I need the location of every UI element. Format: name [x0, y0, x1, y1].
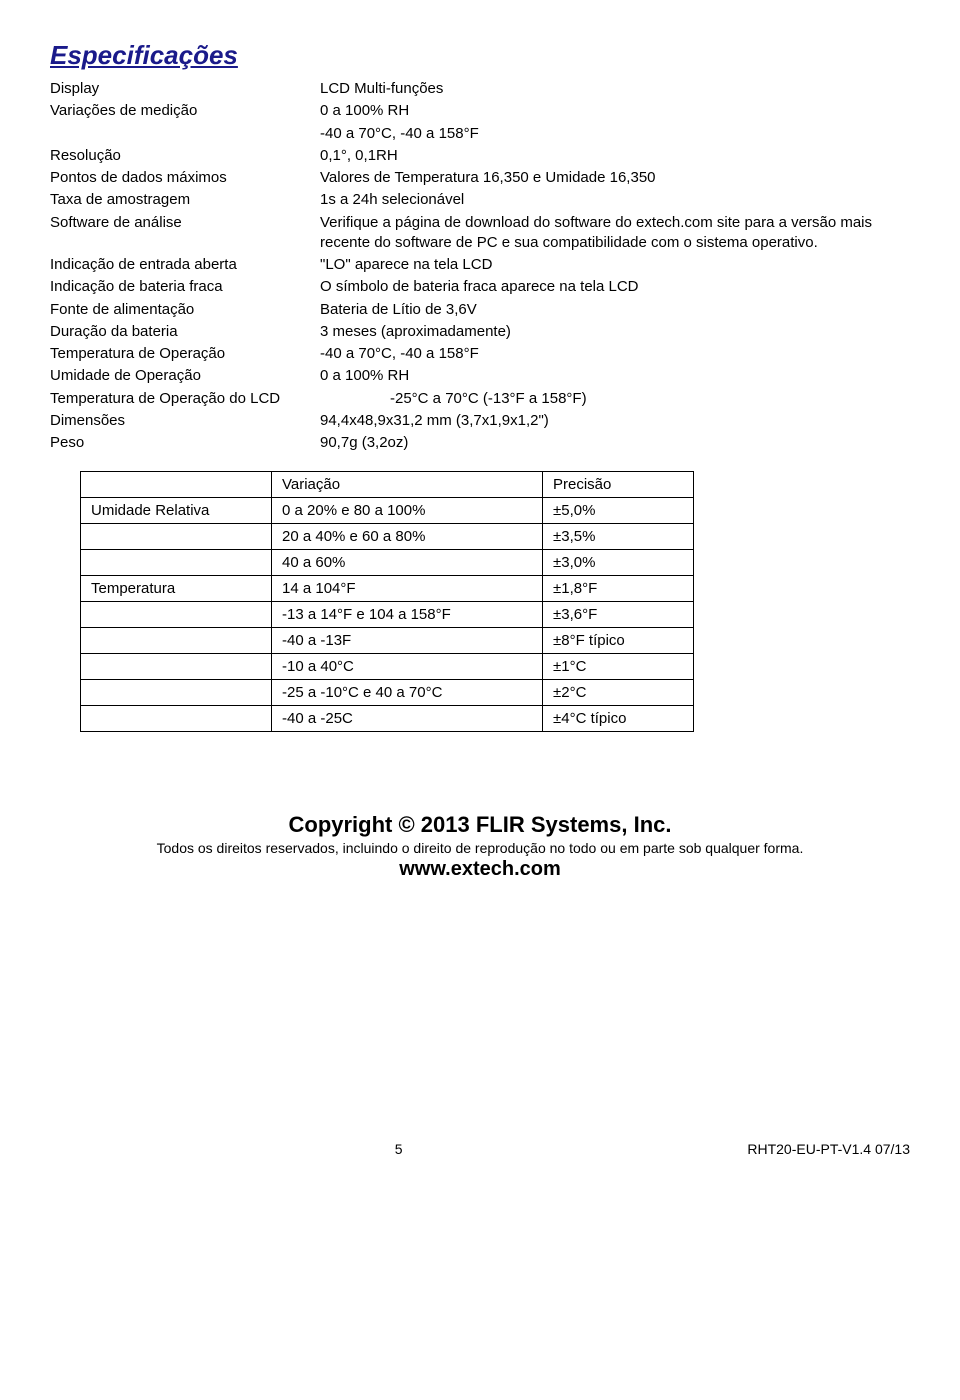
table-cell: 20 a 40% e 60 a 80% — [272, 524, 543, 550]
table-cell: -40 a -13F — [272, 628, 543, 654]
table-cell: ±5,0% — [543, 498, 694, 524]
spec-list: DisplayLCD Multi-funçõesVariações de med… — [50, 79, 910, 387]
spec-row: Resolução0,1°, 0,1RH — [50, 146, 910, 166]
table-cell — [81, 628, 272, 654]
spec-value: -25°C a 70°C (-13°F a 158°F) — [390, 389, 910, 409]
table-cell: -10 a 40°C — [272, 654, 543, 680]
spec-row: Indicação de bateria fracaO símbolo de b… — [50, 277, 910, 297]
spec-label: Temperatura de Operação do LCD — [50, 389, 390, 409]
spec-label: Pontos de dados máximos — [50, 168, 320, 188]
table-cell: 14 a 104°F — [272, 576, 543, 602]
table-header-cell: Variação — [272, 472, 543, 498]
spec-value: 0 a 100% RH — [320, 366, 910, 386]
spec-row: Variações de medição0 a 100% RH — [50, 101, 910, 121]
spec-row-lcd: Temperatura de Operação do LCD -25°C a 7… — [50, 389, 910, 409]
table-row: -10 a 40°C±1°C — [81, 654, 694, 680]
spec-row: Software de análiseVerifique a página de… — [50, 213, 910, 254]
table-cell: -25 a -10°C e 40 a 70°C — [272, 680, 543, 706]
table-header-cell: Precisão — [543, 472, 694, 498]
spec-row: Indicação de entrada aberta"LO" aparece … — [50, 255, 910, 275]
spec-label: Indicação de bateria fraca — [50, 277, 320, 297]
spec-label: Software de análise — [50, 213, 320, 254]
footer-doc-code: RHT20-EU-PT-V1.4 07/13 — [747, 1141, 910, 1157]
spec-label: Indicação de entrada aberta — [50, 255, 320, 275]
spec-label: Display — [50, 79, 320, 99]
spec-value: 94,4x48,9x31,2 mm (3,7x1,9x1,2") — [320, 411, 910, 431]
table-row: -25 a -10°C e 40 a 70°C±2°C — [81, 680, 694, 706]
table-cell — [81, 602, 272, 628]
table-cell: -13 a 14°F e 104 a 158°F — [272, 602, 543, 628]
table-cell: ±8°F típico — [543, 628, 694, 654]
spec-value: O símbolo de bateria fraca aparece na te… — [320, 277, 910, 297]
table-cell — [81, 706, 272, 732]
spec-label: Dimensões — [50, 411, 320, 431]
spec-label: Duração da bateria — [50, 322, 320, 342]
spec-row: Duração da bateria3 meses (aproximadamen… — [50, 322, 910, 342]
spec-label: Peso — [50, 433, 320, 453]
table-cell: 40 a 60% — [272, 550, 543, 576]
spec-label: Fonte de alimentação — [50, 300, 320, 320]
page-title: Especificações — [50, 40, 910, 71]
spec-value: Bateria de Lítio de 3,6V — [320, 300, 910, 320]
copyright-block: Copyright © 2013 FLIR Systems, Inc. Todo… — [50, 812, 910, 881]
footer-page-number: 5 — [50, 1141, 747, 1157]
spec-row: Pontos de dados máximosValores de Temper… — [50, 168, 910, 188]
spec-row: Temperatura de Operação-40 a 70°C, -40 a… — [50, 344, 910, 364]
page-footer: 5 RHT20-EU-PT-V1.4 07/13 — [50, 1141, 910, 1157]
spec-value: Valores de Temperatura 16,350 e Umidade … — [320, 168, 910, 188]
table-row: 40 a 60%±3,0% — [81, 550, 694, 576]
table-cell: ±2°C — [543, 680, 694, 706]
spec-value: LCD Multi-funções — [320, 79, 910, 99]
spec-row: DisplayLCD Multi-funções — [50, 79, 910, 99]
website-text: www.extech.com — [50, 858, 910, 881]
table-row: -40 a -25C±4°C típico — [81, 706, 694, 732]
table-row: 20 a 40% e 60 a 80%±3,5% — [81, 524, 694, 550]
table-row: Umidade Relativa0 a 20% e 80 a 100%±5,0% — [81, 498, 694, 524]
spec-row: Peso90,7g (3,2oz) — [50, 433, 910, 453]
spec-value: 1s a 24h selecionável — [320, 190, 910, 210]
table-cell: ±3,0% — [543, 550, 694, 576]
spec-row: Dimensões94,4x48,9x31,2 mm (3,7x1,9x1,2"… — [50, 411, 910, 431]
spec-value: Verifique a página de download do softwa… — [320, 213, 910, 254]
table-row: Temperatura14 a 104°F±1,8°F — [81, 576, 694, 602]
spec-value: -40 a 70°C, -40 a 158°F — [320, 344, 910, 364]
table-cell — [81, 524, 272, 550]
table-cell: ±1°C — [543, 654, 694, 680]
table-row: -40 a -13F±8°F típico — [81, 628, 694, 654]
table-cell: Temperatura — [81, 576, 272, 602]
spec-label — [50, 124, 320, 144]
spec-row: Taxa de amostragem1s a 24h selecionável — [50, 190, 910, 210]
table-header-cell — [81, 472, 272, 498]
spec-label: Taxa de amostragem — [50, 190, 320, 210]
spec-value: 90,7g (3,2oz) — [320, 433, 910, 453]
accuracy-table: VariaçãoPrecisãoUmidade Relativa0 a 20% … — [80, 471, 694, 732]
spec-label: Umidade de Operação — [50, 366, 320, 386]
spec-value: -40 a 70°C, -40 a 158°F — [320, 124, 910, 144]
table-row: -13 a 14°F e 104 a 158°F±3,6°F — [81, 602, 694, 628]
spec-value: 0,1°, 0,1RH — [320, 146, 910, 166]
spec-row: Umidade de Operação0 a 100% RH — [50, 366, 910, 386]
spec-value: "LO" aparece na tela LCD — [320, 255, 910, 275]
spec-value: 0 a 100% RH — [320, 101, 910, 121]
spec-label: Variações de medição — [50, 101, 320, 121]
spec-row: -40 a 70°C, -40 a 158°F — [50, 124, 910, 144]
rights-text: Todos os direitos reservados, incluindo … — [50, 840, 910, 856]
table-cell: 0 a 20% e 80 a 100% — [272, 498, 543, 524]
table-cell: -40 a -25C — [272, 706, 543, 732]
table-cell — [81, 654, 272, 680]
spec-row: Fonte de alimentaçãoBateria de Lítio de … — [50, 300, 910, 320]
table-cell: ±3,5% — [543, 524, 694, 550]
table-cell — [81, 680, 272, 706]
table-cell: Umidade Relativa — [81, 498, 272, 524]
spec-label: Temperatura de Operação — [50, 344, 320, 364]
table-cell: ±1,8°F — [543, 576, 694, 602]
spec-value: 3 meses (aproximadamente) — [320, 322, 910, 342]
spec-label: Resolução — [50, 146, 320, 166]
table-cell — [81, 550, 272, 576]
spec-list-2: Dimensões94,4x48,9x31,2 mm (3,7x1,9x1,2"… — [50, 411, 910, 454]
table-cell: ±4°C típico — [543, 706, 694, 732]
copyright-text: Copyright © 2013 FLIR Systems, Inc. — [50, 812, 910, 838]
table-cell: ±3,6°F — [543, 602, 694, 628]
